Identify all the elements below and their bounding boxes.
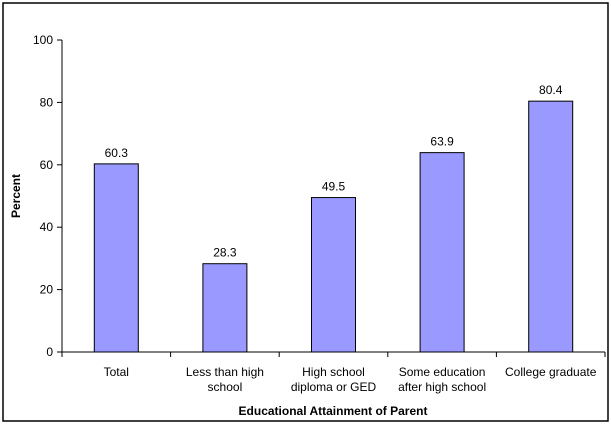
- y-tick-label: 40: [40, 220, 54, 234]
- bar: [528, 100, 574, 353]
- x-tick-label: Total: [104, 365, 129, 379]
- bar: [93, 163, 139, 353]
- x-axis-label: Educational Attainment of Parent: [239, 404, 428, 418]
- x-tick-label: after high school: [398, 380, 486, 394]
- y-tick-label: 80: [40, 95, 54, 109]
- data-label: 63.9: [430, 135, 454, 149]
- bar: [202, 263, 248, 353]
- data-label: 28.3: [213, 246, 237, 260]
- chart-border: [2, 2, 609, 422]
- y-tick-label: 60: [40, 158, 54, 172]
- data-label: 80.4: [539, 83, 563, 97]
- y-tick-label: 0: [46, 345, 53, 359]
- x-tick-label: College graduate: [505, 365, 597, 379]
- x-tick-label: Some education: [399, 365, 486, 379]
- x-tick-label: school: [208, 380, 243, 394]
- data-label: 60.3: [105, 146, 129, 160]
- y-tick-label: 20: [40, 283, 54, 297]
- data-label: 49.5: [322, 180, 346, 194]
- bar: [311, 197, 356, 353]
- bar: [419, 152, 465, 353]
- x-tick-label: diploma or GED: [291, 380, 377, 394]
- y-tick-label: 100: [33, 33, 53, 47]
- y-axis-label: Percent: [9, 174, 23, 218]
- x-tick-label: Less than high: [186, 365, 264, 379]
- x-tick-label: High school: [302, 365, 365, 379]
